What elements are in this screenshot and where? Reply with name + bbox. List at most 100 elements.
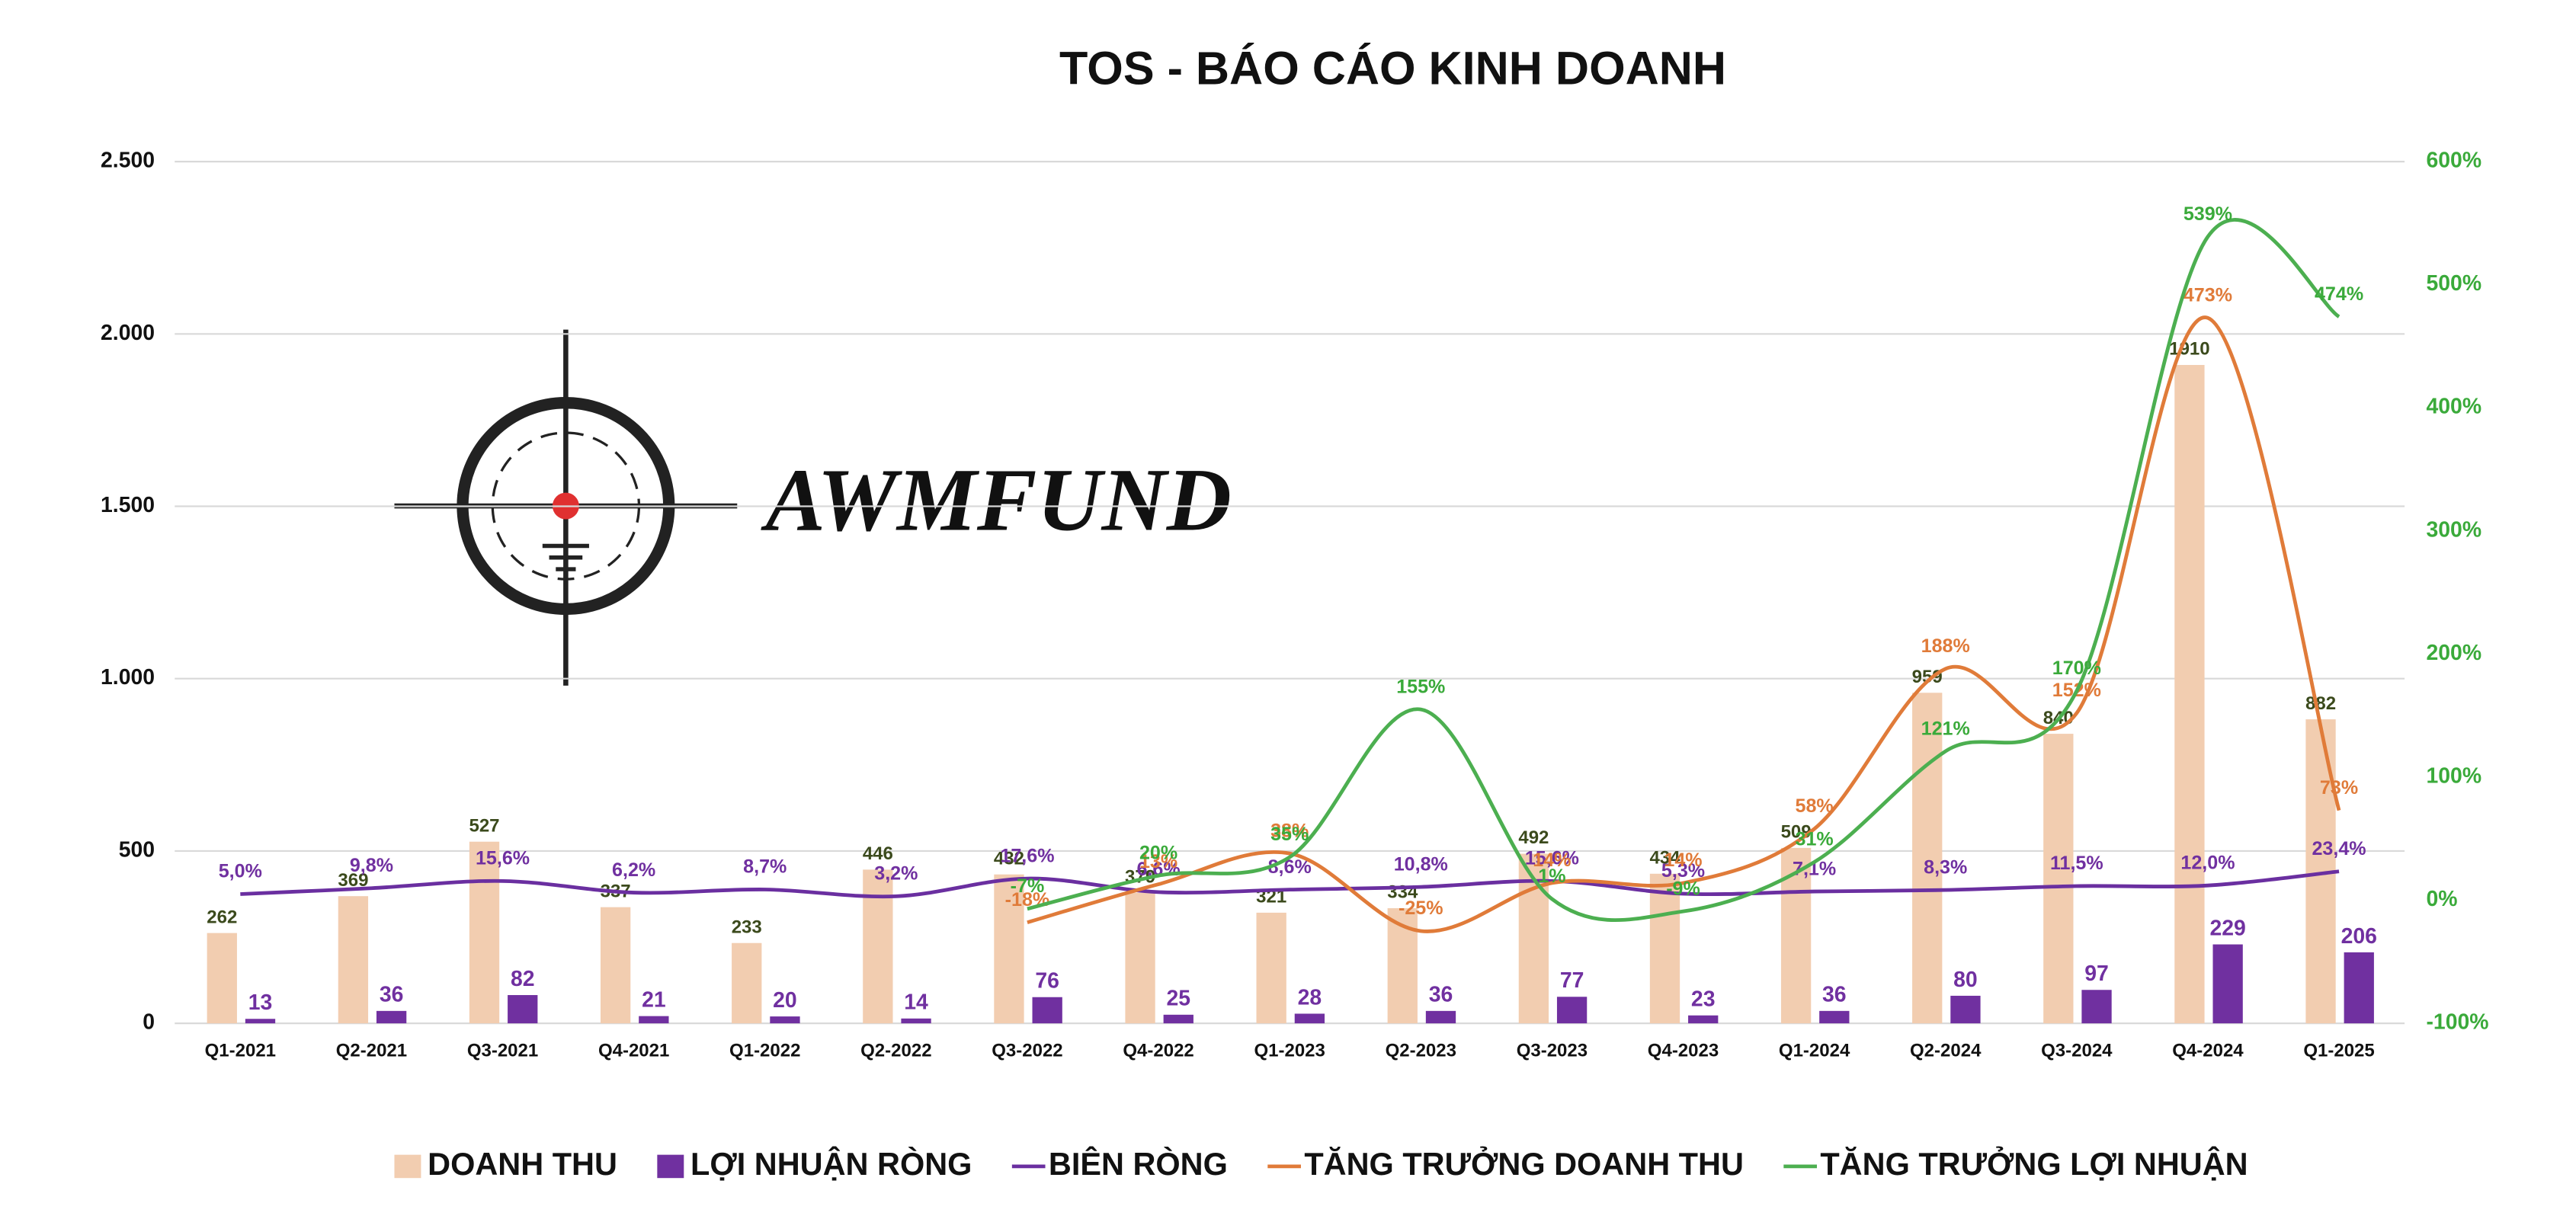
data-label: 73% — [2320, 777, 2358, 798]
data-label: 76 — [1035, 969, 1059, 994]
line — [240, 869, 2340, 899]
y2-tick-label: 400% — [2426, 395, 2481, 419]
data-label: 82 — [511, 967, 535, 991]
y2-tick-label: 300% — [2426, 517, 2481, 542]
legend-label: BIÊN RÒNG — [1049, 1146, 1228, 1182]
data-label: 36 — [1822, 983, 1847, 1007]
x-tick-label: Q4-2022 — [1123, 1041, 1193, 1061]
data-label: 5,0% — [219, 861, 262, 882]
data-label: 36 — [380, 983, 404, 1007]
data-label: 527 — [469, 815, 499, 836]
y-tick-label: 0 — [143, 1010, 155, 1035]
y2-tick-label: 0% — [2426, 887, 2457, 911]
bar — [2344, 952, 2374, 1024]
data-label: 11,5% — [2050, 853, 2103, 874]
data-label: 28 — [1298, 985, 1322, 1010]
data-label: -25% — [1399, 898, 1443, 919]
y-tick-label: 1.000 — [101, 665, 155, 690]
data-label: 959 — [1912, 667, 1943, 687]
bar — [994, 874, 1024, 1024]
bar — [508, 995, 538, 1024]
bar — [245, 1019, 276, 1024]
bar — [1125, 892, 1155, 1024]
bar — [1256, 912, 1286, 1024]
bar — [770, 1016, 800, 1024]
legend-swatch — [394, 1154, 421, 1179]
data-label: 6,2% — [612, 859, 655, 881]
x-tick-label: Q3-2021 — [467, 1041, 538, 1061]
bar — [1688, 1015, 1719, 1024]
bar — [901, 1018, 931, 1024]
bar — [1032, 997, 1062, 1024]
bar — [863, 869, 893, 1024]
data-label: 31% — [1795, 829, 1833, 850]
bar — [2212, 944, 2243, 1024]
data-label: 12,0% — [2180, 852, 2235, 873]
y2-tick-label: 600% — [2426, 149, 2481, 173]
data-label: 13 — [248, 990, 273, 1015]
data-label: 3,2% — [874, 863, 918, 885]
data-label: 432 — [994, 848, 1024, 869]
x-tick-label: Q1-2022 — [729, 1041, 800, 1061]
data-label: 170% — [2052, 658, 2101, 679]
bar — [732, 942, 762, 1024]
data-label: 155% — [1396, 676, 1445, 697]
data-label: 446 — [863, 843, 893, 864]
data-label: 58% — [1795, 795, 1833, 817]
x-tick-label: Q1-2024 — [1779, 1041, 1850, 1061]
y-tick-label: 500 — [119, 837, 155, 862]
bar — [469, 841, 500, 1024]
legend-label: TĂNG TRƯỞNG DOANH THU — [1304, 1146, 1744, 1182]
bar — [1950, 995, 1981, 1024]
y2-tick-label: 500% — [2426, 271, 2481, 296]
bar — [1163, 1014, 1193, 1024]
x-tick-label: Q3-2024 — [2041, 1041, 2113, 1061]
data-label: 492 — [1518, 827, 1549, 848]
data-label: 121% — [1921, 718, 1970, 739]
bar — [1649, 873, 1680, 1024]
y2-tick-label: -100% — [2426, 1010, 2488, 1035]
x-tick-label: Q1-2025 — [2303, 1041, 2374, 1061]
legend-label: TĂNG TRƯỞNG LỢI NHUẬN — [1820, 1146, 2248, 1182]
data-label: 23 — [1691, 987, 1716, 1012]
logo-text: AWMFUND — [760, 450, 1231, 550]
y2-tick-label: 200% — [2426, 641, 2481, 665]
bar — [207, 933, 237, 1024]
data-label: 10,8% — [1394, 853, 1448, 875]
x-tick-label: Q2-2024 — [1910, 1041, 1982, 1061]
bar — [338, 896, 369, 1024]
data-label: 1910 — [2169, 339, 2209, 360]
legend-label: DOANH THU — [428, 1146, 617, 1182]
data-label: 15,6% — [1525, 848, 1579, 869]
data-label: 17,6% — [1000, 845, 1054, 866]
data-label: 539% — [2184, 203, 2232, 225]
data-label: 8,7% — [743, 856, 787, 878]
data-label: 434 — [1649, 847, 1680, 868]
chart-title: TOS - BÁO CÁO KINH DOANH — [1059, 42, 1726, 94]
data-label: 229 — [2209, 916, 2245, 940]
data-label: 14% — [1533, 850, 1571, 871]
bar — [1425, 1010, 1456, 1024]
data-label: 80 — [1953, 968, 1978, 992]
line — [1027, 218, 2341, 923]
data-label: 14 — [904, 990, 928, 1015]
data-label: 8,3% — [1924, 856, 1967, 878]
data-label: 14% — [1664, 850, 1702, 871]
data-label: 97 — [2084, 962, 2109, 986]
data-label: 509 — [1781, 822, 1812, 843]
x-tick-label: Q3-2022 — [992, 1041, 1062, 1061]
bar — [600, 907, 631, 1024]
data-label: 21 — [642, 987, 666, 1012]
bar — [639, 1016, 669, 1024]
data-label: 15,6% — [476, 848, 530, 869]
bar — [1819, 1010, 1850, 1024]
x-tick-label: Q2-2021 — [336, 1041, 407, 1061]
x-tick-label: Q2-2023 — [1386, 1041, 1456, 1061]
x-tick-label: Q2-2022 — [860, 1041, 931, 1061]
data-label: 473% — [2184, 285, 2232, 306]
data-label: 474% — [2315, 283, 2363, 305]
bar — [376, 1010, 407, 1024]
bar — [2081, 990, 2112, 1024]
